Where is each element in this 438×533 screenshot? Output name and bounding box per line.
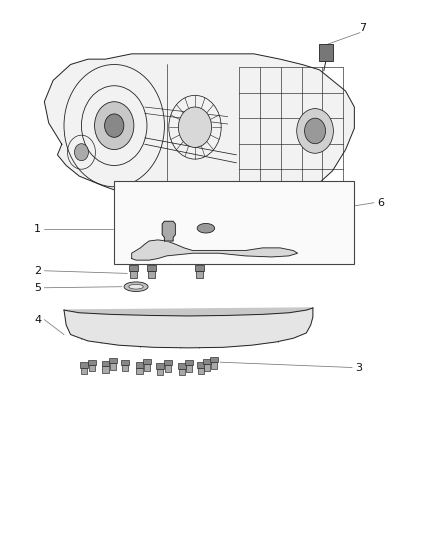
Bar bbox=[130, 265, 138, 271]
Bar bbox=[204, 365, 210, 370]
Bar bbox=[144, 365, 150, 370]
Bar bbox=[102, 361, 110, 367]
Circle shape bbox=[105, 114, 124, 138]
Bar bbox=[148, 271, 155, 278]
Bar bbox=[89, 365, 95, 371]
Bar bbox=[164, 360, 172, 366]
Bar bbox=[203, 359, 211, 365]
Ellipse shape bbox=[129, 284, 143, 289]
Bar bbox=[136, 362, 144, 368]
FancyBboxPatch shape bbox=[319, 44, 333, 61]
Bar bbox=[131, 271, 138, 278]
Bar bbox=[147, 265, 155, 271]
Bar bbox=[198, 368, 204, 374]
Text: 6: 6 bbox=[377, 198, 384, 208]
Circle shape bbox=[297, 109, 333, 154]
Text: 4: 4 bbox=[34, 314, 41, 325]
Bar bbox=[137, 368, 143, 374]
Text: 3: 3 bbox=[355, 362, 362, 373]
Bar bbox=[110, 358, 117, 364]
Polygon shape bbox=[162, 221, 175, 241]
Bar bbox=[114, 181, 354, 264]
Bar bbox=[185, 360, 193, 366]
Bar bbox=[196, 271, 203, 278]
Circle shape bbox=[74, 144, 88, 161]
Bar bbox=[197, 362, 205, 368]
Bar bbox=[186, 366, 192, 372]
Text: 2: 2 bbox=[34, 266, 41, 276]
Bar bbox=[81, 368, 87, 374]
Bar bbox=[211, 362, 217, 368]
Bar bbox=[80, 362, 88, 368]
Ellipse shape bbox=[124, 282, 148, 292]
Bar bbox=[195, 265, 204, 271]
Bar bbox=[102, 367, 109, 373]
Polygon shape bbox=[44, 54, 354, 203]
Bar bbox=[110, 364, 117, 369]
Bar bbox=[122, 365, 128, 371]
Polygon shape bbox=[64, 308, 313, 348]
Circle shape bbox=[178, 107, 212, 148]
Polygon shape bbox=[132, 240, 297, 260]
Bar bbox=[157, 368, 163, 375]
Bar bbox=[143, 359, 151, 365]
Bar bbox=[121, 360, 129, 365]
Bar bbox=[210, 357, 218, 362]
Bar bbox=[178, 364, 186, 368]
Text: 5: 5 bbox=[34, 283, 41, 293]
Text: 1: 1 bbox=[34, 224, 41, 235]
Bar bbox=[179, 368, 185, 375]
Text: 7: 7 bbox=[359, 23, 366, 34]
Circle shape bbox=[304, 118, 325, 144]
Bar bbox=[88, 360, 96, 365]
Circle shape bbox=[95, 102, 134, 150]
Polygon shape bbox=[64, 308, 313, 316]
Bar bbox=[156, 364, 164, 368]
Bar bbox=[165, 366, 171, 372]
Ellipse shape bbox=[197, 223, 215, 233]
